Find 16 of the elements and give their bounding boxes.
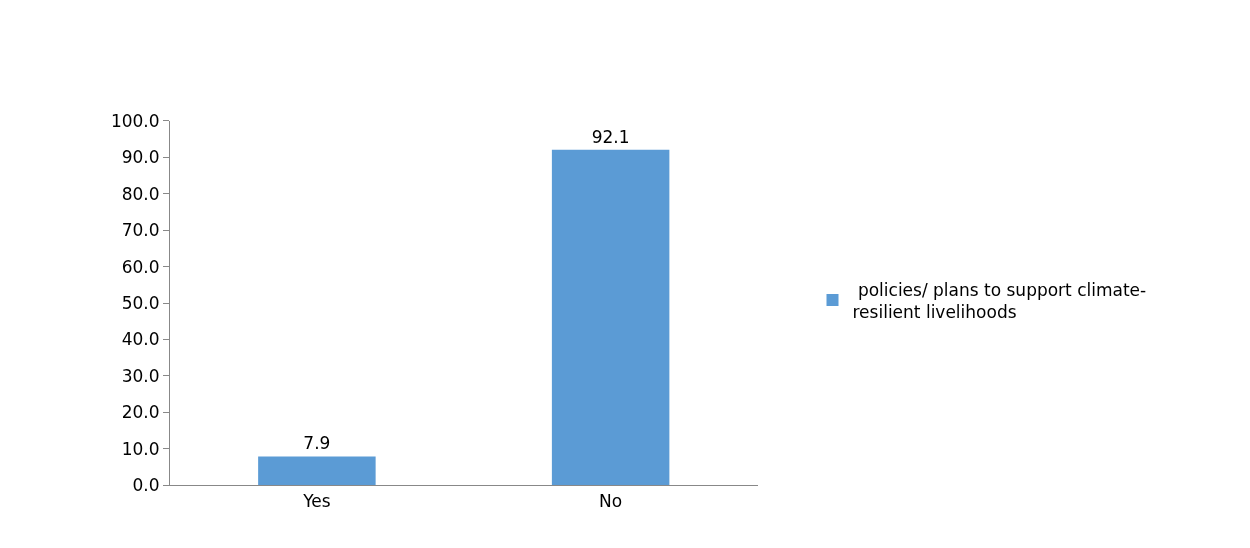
legend-label: policies/ plans to support climate-resilient livelihoods [852,279,1147,322]
y-tick-label: 90.0 [121,147,160,168]
y-tick-label: 0.0 [132,475,160,496]
data-label: 92.1 [591,126,630,147]
y-tick-label: 40.0 [121,329,160,350]
y-tick-label: 60.0 [121,256,160,277]
x-tick-label: Yes [302,490,331,511]
y-tick-label: 100.0 [110,110,160,131]
y-tick-label: 80.0 [121,183,160,204]
data-label: 7.9 [303,433,331,454]
y-tick-label: 10.0 [121,438,160,459]
y-tick-label: 20.0 [121,402,160,423]
x-tick-label: No [599,490,623,511]
y-tick-label: 70.0 [121,220,160,241]
y-tick-label: 50.0 [121,292,160,313]
y-tick-label: 30.0 [121,365,160,386]
